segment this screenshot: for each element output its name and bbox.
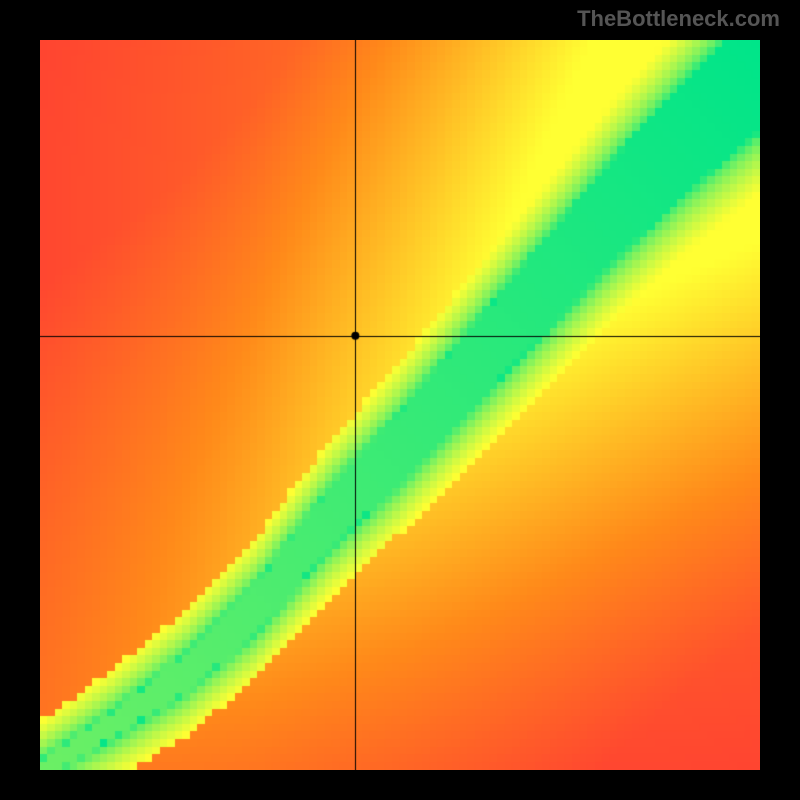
watermark-text: TheBottleneck.com bbox=[577, 6, 780, 32]
plot-frame bbox=[40, 40, 760, 770]
figure-root: TheBottleneck.com bbox=[0, 0, 800, 800]
crosshair-overlay bbox=[40, 40, 760, 770]
